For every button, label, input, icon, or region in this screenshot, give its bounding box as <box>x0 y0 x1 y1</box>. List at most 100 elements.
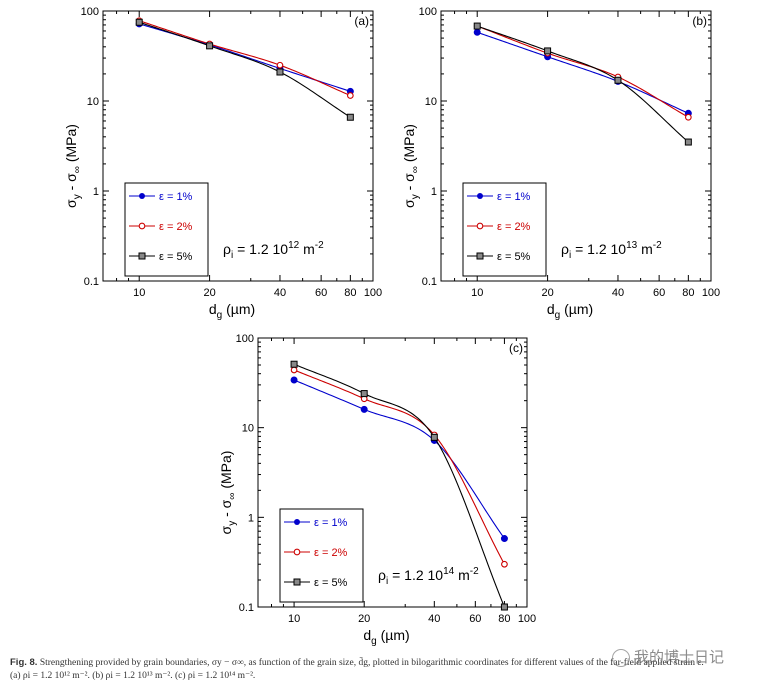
data-point-open-circle <box>346 92 354 99</box>
watermark: 我的博士日记 <box>612 646 724 667</box>
caption-line2: (a) ρi = 1.2 10¹² m⁻². (b) ρi = 1.2 10¹³… <box>10 671 256 681</box>
legend-marker-open-circle <box>293 548 301 556</box>
data-point-filled-circle <box>360 405 368 413</box>
legend-marker-filled-circle <box>294 519 300 525</box>
data-point-filled-circle <box>473 28 481 36</box>
data-point-open-circle <box>501 560 508 568</box>
plot-frame <box>440 10 712 282</box>
data-point-square <box>135 18 143 26</box>
legend-label: ε = 2% <box>497 221 531 233</box>
x-tick-label: 10 <box>288 613 300 625</box>
legend-box <box>462 182 547 277</box>
x-tick-label: 100 <box>364 287 382 299</box>
rho-annotation: ρi = 1.2 1013 m-2 <box>561 240 662 261</box>
y-tick-label: 100 <box>419 6 437 18</box>
data-point-open-circle <box>276 61 284 69</box>
x-tick-label: 100 <box>518 613 536 625</box>
data-point-square <box>614 76 622 84</box>
figure-caption: Fig. 8. Strengthening provided by grain … <box>10 656 770 683</box>
y-tick-label: 1 <box>248 512 254 524</box>
series-line-3 <box>477 25 689 143</box>
legend-label: ε = 5% <box>497 251 531 263</box>
data-point-square <box>276 68 284 76</box>
panel-label: (c) <box>509 341 523 355</box>
data-point-square <box>500 603 508 611</box>
x-tick-label: 40 <box>274 287 286 299</box>
x-tick-label: 20 <box>203 287 215 299</box>
caption-label: Fig. 8. <box>10 657 38 668</box>
data-point-open-circle <box>684 113 692 121</box>
x-tick-label: 80 <box>682 287 694 299</box>
legend-box <box>279 508 364 603</box>
data-point-square <box>290 360 298 368</box>
chart-panel-3: 10 20 40 60 80 100 0.1 1 10 100 (c) dg (µm) σy - σ∞ … <box>218 333 536 647</box>
x-tick-label: 60 <box>653 287 665 299</box>
figure: 10 20 40 60 80 100 0.1 1 10 100 (a) dg (µm) σy - σ∞ … <box>63 6 720 647</box>
data-point-filled-circle <box>500 535 508 543</box>
data-point-square <box>346 113 354 121</box>
x-axis-label: dg (µm) <box>547 301 593 321</box>
y-axis-label: σy - σ∞ (MPa) <box>218 451 238 535</box>
x-tick-label: 20 <box>541 287 553 299</box>
series-line-2 <box>477 25 689 118</box>
y-axis-label: σy - σ∞ (MPa) <box>401 124 421 208</box>
plot-frame <box>102 10 374 282</box>
data-point-square <box>684 138 692 146</box>
series-line-3 <box>139 21 351 118</box>
legend-box <box>124 182 209 277</box>
x-tick-label: 60 <box>469 613 481 625</box>
x-tick-label: 20 <box>358 613 370 625</box>
wechat-icon <box>612 648 630 667</box>
x-tick-label: 40 <box>612 287 624 299</box>
chart-panel-1: 10 20 40 60 80 100 0.1 1 10 100 (a) dg (µm) σy - σ∞ … <box>63 6 382 321</box>
legend-label: ε = 2% <box>159 221 193 233</box>
legend-label: ε = 1% <box>314 517 348 529</box>
x-tick-label: 80 <box>498 613 510 625</box>
y-tick-label: 10 <box>87 96 99 108</box>
y-tick-label: 100 <box>236 333 254 345</box>
data-point-open-circle <box>290 366 298 374</box>
legend-label: ε = 1% <box>497 191 531 203</box>
legend-label: ε = 2% <box>314 547 348 559</box>
x-axis-label: dg (µm) <box>363 627 409 647</box>
data-point-square <box>544 47 552 55</box>
data-point-square <box>473 22 481 30</box>
y-tick-label: 0.1 <box>84 276 99 288</box>
legend-label: ε = 1% <box>159 191 193 203</box>
y-tick-label: 100 <box>81 6 99 18</box>
legend-label: ε = 5% <box>159 251 193 263</box>
panel-label: (a) <box>354 14 369 28</box>
legend-marker-square <box>293 578 301 586</box>
plot-frame <box>257 337 528 608</box>
x-tick-label: 80 <box>344 287 356 299</box>
series-line-1 <box>477 31 689 114</box>
y-tick-label: 10 <box>242 423 254 435</box>
y-tick-label: 0.1 <box>422 276 437 288</box>
caption-text: Strengthening provided by grain boundari… <box>37 658 704 668</box>
series-line-2 <box>293 369 505 565</box>
y-tick-label: 1 <box>431 186 437 198</box>
rho-annotation: ρi = 1.2 1014 m-2 <box>378 566 479 587</box>
legend-label: ε = 5% <box>314 577 348 589</box>
y-tick-label: 10 <box>425 96 437 108</box>
legend-marker-square <box>476 252 484 260</box>
panel-label: (b) <box>692 14 707 28</box>
series-line-2 <box>139 20 351 97</box>
x-tick-label: 10 <box>133 287 145 299</box>
watermark-text: 我的博士日记 <box>634 648 725 666</box>
y-axis-label: σy - σ∞ (MPa) <box>63 124 83 208</box>
data-point-square <box>430 433 438 441</box>
data-point-square <box>360 390 368 398</box>
data-point-filled-circle <box>290 376 298 384</box>
y-tick-label: 0.1 <box>239 602 254 614</box>
series-line-1 <box>293 379 505 539</box>
rho-annotation: ρi = 1.2 1012 m-2 <box>223 240 324 261</box>
x-axis-label: dg (µm) <box>209 301 255 321</box>
x-tick-label: 60 <box>315 287 327 299</box>
legend-marker-filled-circle <box>477 193 483 199</box>
series-line-3 <box>293 363 505 607</box>
data-point-square <box>206 42 214 50</box>
chart-panel-2: 10 20 40 60 80 100 0.1 1 10 100 (b) dg (µm) σy - σ∞ … <box>401 6 720 321</box>
x-tick-label: 100 <box>702 287 720 299</box>
x-tick-label: 10 <box>471 287 483 299</box>
